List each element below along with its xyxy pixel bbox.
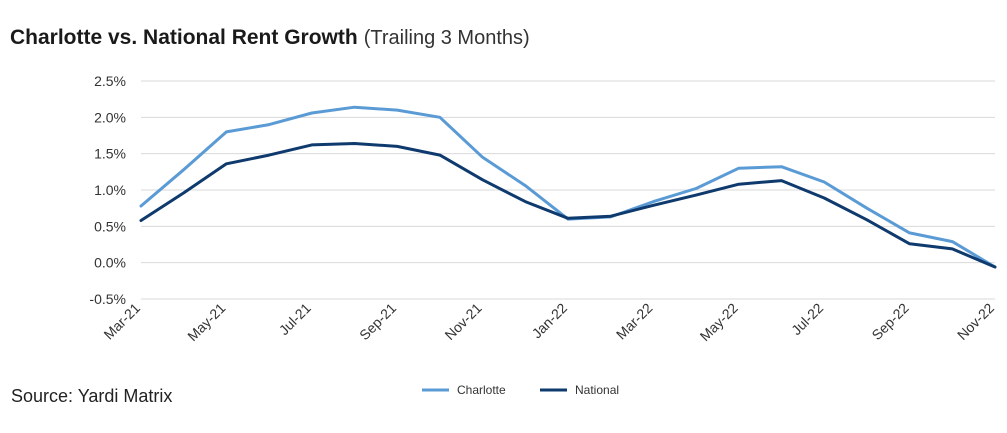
x-tick-label: Mar-22 [613, 300, 656, 343]
y-tick-label: 0.5% [94, 218, 126, 234]
x-tick-label: Jul-21 [276, 300, 314, 338]
x-tick-label: May-22 [697, 300, 741, 344]
chart-subtitle: (Trailing 3 Months) [363, 27, 530, 49]
x-tick-label: Jul-22 [788, 300, 826, 338]
legend-label-charlotte: Charlotte [457, 383, 506, 397]
y-tick-label: -0.5% [89, 291, 126, 307]
y-tick-label: 1.5% [94, 146, 126, 162]
chart-title: Charlotte vs. National Rent Growth [10, 26, 358, 49]
x-tick-label: May-21 [184, 300, 228, 344]
series-line-charlotte [139, 105, 997, 269]
y-axis-tick-labels: 2.5% 2.0% 1.5% 1.0% 0.5% 0.0% -0.5% [89, 73, 126, 307]
x-tick-label: Nov-21 [441, 300, 484, 343]
source-note: Source: Yardi Matrix [11, 386, 173, 406]
legend-label-national: National [575, 383, 619, 397]
chart-title-row: Charlotte vs. National Rent Growth (Trail… [10, 26, 530, 50]
legend: Charlotte National [422, 383, 619, 397]
gridlines [141, 80, 995, 300]
y-tick-label: 2.5% [94, 73, 126, 89]
y-tick-label: 0.0% [94, 255, 126, 271]
y-tick-label: 2.0% [94, 109, 126, 125]
x-tick-label: Nov-22 [954, 300, 997, 343]
x-tick-label: Sep-21 [356, 300, 399, 343]
x-tick-label: Jan-22 [529, 300, 571, 342]
series-lines [139, 105, 997, 269]
x-axis-tick-labels: Mar-21 May-21 Jul-21 Sep-21 Nov-21 Jan-22 Mar-… [100, 300, 997, 344]
x-tick-label: Sep-22 [868, 300, 911, 343]
y-tick-label: 1.0% [94, 182, 126, 198]
series-line-national [139, 142, 997, 269]
